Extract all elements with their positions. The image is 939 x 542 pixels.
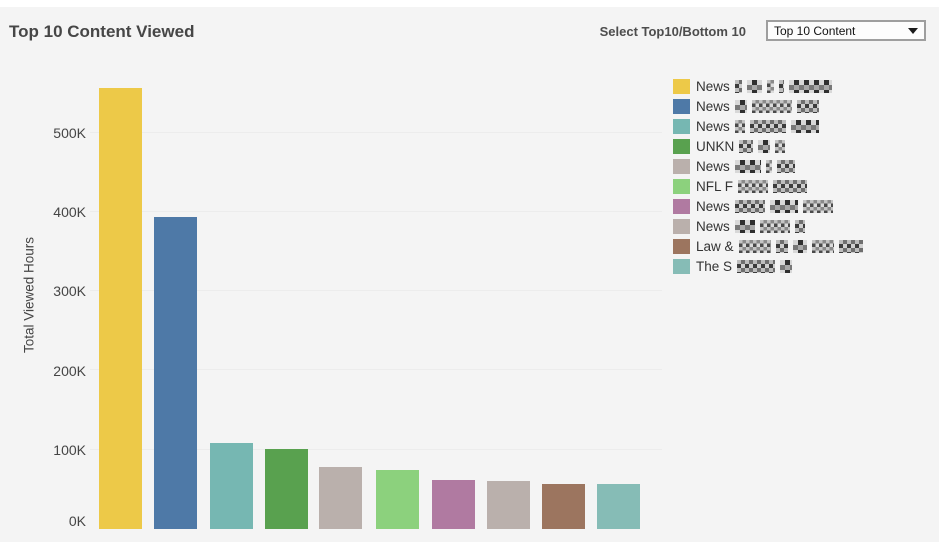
legend-swatch-icon bbox=[673, 258, 690, 274]
redacted-text bbox=[802, 199, 833, 213]
legend-item-9[interactable]: Law & bbox=[673, 236, 933, 256]
redacted-text bbox=[775, 239, 788, 253]
y-tick-label: 200K bbox=[53, 362, 86, 379]
legend-swatch-icon bbox=[673, 138, 690, 154]
redacted-text bbox=[738, 179, 768, 193]
bar-5[interactable] bbox=[319, 467, 362, 529]
legend-item-4[interactable]: UNKN bbox=[673, 136, 933, 156]
redacted-text bbox=[775, 139, 786, 153]
legend-swatch-icon bbox=[673, 78, 690, 94]
redacted-text bbox=[778, 79, 784, 93]
redacted-text bbox=[751, 99, 792, 113]
redacted-text bbox=[773, 179, 807, 193]
redacted-text bbox=[749, 119, 786, 133]
redacted-text bbox=[794, 219, 805, 233]
redacted-text bbox=[796, 99, 819, 113]
legend-item-8[interactable]: News bbox=[673, 216, 933, 236]
redacted-text bbox=[737, 259, 776, 273]
legend-label: News bbox=[696, 199, 833, 214]
legend-label: The S bbox=[696, 259, 793, 274]
redacted-text bbox=[758, 139, 771, 153]
redacted-text bbox=[734, 159, 761, 173]
legend-item-2[interactable]: News bbox=[673, 96, 933, 116]
bar-10[interactable] bbox=[597, 483, 640, 529]
redacted-text bbox=[739, 139, 754, 153]
redacted-text bbox=[792, 239, 807, 253]
legend-swatch-icon bbox=[673, 118, 690, 134]
redacted-text bbox=[734, 119, 745, 133]
redacted-text bbox=[746, 79, 762, 93]
redacted-text bbox=[765, 159, 772, 173]
redacted-text bbox=[738, 239, 771, 253]
select-top-bottom-label: Select Top10/Bottom 10 bbox=[599, 24, 746, 39]
legend-label: Law & bbox=[696, 239, 863, 254]
gridline bbox=[90, 290, 662, 292]
legend-label: News bbox=[696, 219, 805, 234]
y-tick-label: 0K bbox=[68, 513, 86, 530]
legend-item-7[interactable]: News bbox=[673, 196, 933, 216]
redacted-text bbox=[759, 219, 790, 233]
gridline bbox=[90, 210, 662, 212]
legend-item-6[interactable]: NFL F bbox=[673, 176, 933, 196]
chart-title: Top 10 Content Viewed bbox=[9, 22, 195, 41]
legend-label: News bbox=[696, 119, 819, 134]
redacted-text bbox=[788, 79, 832, 93]
legend: News News News UNKN News NFL F News News Law & Th… bbox=[673, 76, 933, 276]
legend-swatch-icon bbox=[673, 158, 690, 174]
bar-7[interactable] bbox=[432, 479, 475, 529]
redacted-text bbox=[766, 79, 774, 93]
legend-swatch-icon bbox=[673, 178, 690, 194]
bar-2[interactable] bbox=[154, 216, 197, 529]
top-bottom-dropdown[interactable]: Top 10 Content bbox=[766, 20, 926, 41]
bar-1[interactable] bbox=[99, 88, 142, 529]
legend-swatch-icon bbox=[673, 218, 690, 234]
legend-label: News bbox=[696, 99, 819, 114]
redacted-text bbox=[838, 239, 863, 253]
redacted-text bbox=[811, 239, 834, 253]
y-tick-label: 400K bbox=[53, 204, 86, 221]
redacted-text bbox=[734, 79, 742, 93]
redacted-text bbox=[776, 159, 795, 173]
legend-item-1[interactable]: News bbox=[673, 76, 933, 96]
legend-swatch-icon bbox=[673, 198, 690, 214]
gridline bbox=[90, 448, 662, 450]
chart-panel: Top 10 Content Viewed Select Top10/Botto… bbox=[0, 7, 939, 542]
dropdown-selected-value: Top 10 Content bbox=[774, 23, 856, 38]
redacted-text bbox=[734, 219, 755, 233]
y-tick-label: 100K bbox=[53, 442, 86, 458]
legend-label: UNKN bbox=[696, 139, 786, 154]
legend-label: News bbox=[696, 159, 795, 174]
bar-3[interactable] bbox=[210, 443, 253, 529]
caret-down-icon bbox=[908, 27, 918, 34]
bar-8[interactable] bbox=[487, 480, 530, 529]
redacted-text bbox=[790, 119, 819, 133]
bar-9[interactable] bbox=[542, 483, 585, 529]
redacted-text bbox=[780, 259, 793, 273]
legend-label: News bbox=[696, 79, 832, 94]
legend-item-3[interactable]: News bbox=[673, 116, 933, 136]
redacted-text bbox=[769, 199, 798, 213]
plot-area bbox=[90, 69, 662, 529]
gridline bbox=[90, 131, 662, 133]
legend-item-5[interactable]: News bbox=[673, 156, 933, 176]
gridline bbox=[90, 369, 662, 371]
redacted-text bbox=[734, 199, 765, 213]
legend-swatch-icon bbox=[673, 98, 690, 114]
legend-item-10[interactable]: The S bbox=[673, 256, 933, 276]
legend-swatch-icon bbox=[673, 238, 690, 254]
redacted-text bbox=[734, 99, 747, 113]
bar-6[interactable] bbox=[376, 470, 419, 529]
y-tick-label: 300K bbox=[53, 283, 86, 300]
bar-4[interactable] bbox=[265, 448, 308, 529]
legend-label: NFL F bbox=[696, 179, 807, 194]
y-tick-label: 500K bbox=[53, 124, 86, 141]
